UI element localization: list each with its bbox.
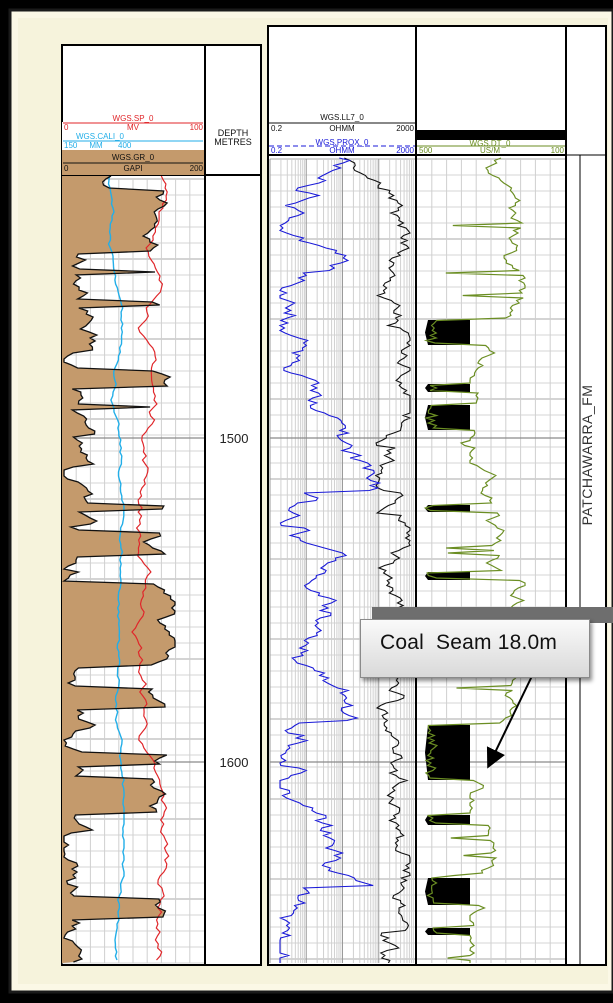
dt-max: 100 (551, 146, 565, 155)
sp-min: 0 (64, 123, 69, 132)
ll7-min: 0.2 (271, 124, 283, 133)
depth-header: DEPTH METRES (214, 128, 252, 147)
gr-unit: GAPI (123, 164, 142, 173)
prox-min: 0.2 (271, 146, 283, 155)
gr-min: 0 (64, 164, 69, 173)
gr-curve-name: WGS.GR_0 (112, 153, 155, 162)
sonic-track (415, 25, 567, 966)
gr-track (61, 44, 206, 966)
depth-label: 1500 (220, 431, 249, 446)
formation-track: PATCHAWARRA_FM (565, 25, 607, 966)
sonic-header: WGS.DT_0 500 US/M 100 (417, 130, 565, 155)
gr-track-header: WGS.SP_0 0 MV 100 WGS.CALI_0 150 MM 400 … (62, 114, 204, 175)
formation-label: PATCHAWARRA_FM (579, 385, 595, 526)
resistivity-header: WGS.LL7_0 0.2 OHMM 2000 WGS.PROX_0 0.2 O… (269, 113, 415, 155)
dt-unit: US/M (480, 146, 500, 155)
ll7-curve-name: WGS.LL7_0 (320, 113, 364, 122)
dt-curve (423, 157, 526, 963)
depth-title: DEPTH (218, 128, 249, 138)
ll7-max: 2000 (396, 124, 414, 133)
sp-max: 100 (190, 123, 204, 132)
prox-unit: OHMM (329, 146, 355, 155)
gr-max: 200 (190, 164, 204, 173)
cali-max: 400 (118, 141, 132, 150)
cali-curve-name: WGS.CALI_0 (76, 132, 125, 141)
dt-min: 500 (419, 146, 433, 155)
depth-label: 1600 (220, 755, 249, 770)
sp-unit: MV (127, 123, 140, 132)
callout-arrow (486, 675, 533, 769)
sp-curve-name: WGS.SP_0 (113, 114, 154, 123)
prox-curve (278, 157, 382, 963)
resistivity-track (267, 25, 417, 966)
prox-max: 2000 (396, 146, 414, 155)
cali-unit: MM (89, 141, 103, 150)
dt-curve-name: WGS.DT_0 (470, 139, 511, 148)
cali-min: 150 (64, 141, 78, 150)
depth-unit: METRES (214, 137, 252, 147)
coal-seam-callout: Coal Seam 18.0m (360, 607, 613, 679)
depth-track (204, 44, 262, 966)
sp-curve (131, 175, 170, 961)
prox-curve-name: WGS.PROX_0 (316, 138, 369, 147)
gr-curve (62, 175, 176, 963)
depth-labels: 1500 1600 (220, 431, 249, 770)
ll7-unit: OHMM (329, 124, 355, 133)
callout-text: Coal Seam 18.0m (380, 631, 558, 654)
ll7-curve (344, 157, 412, 963)
